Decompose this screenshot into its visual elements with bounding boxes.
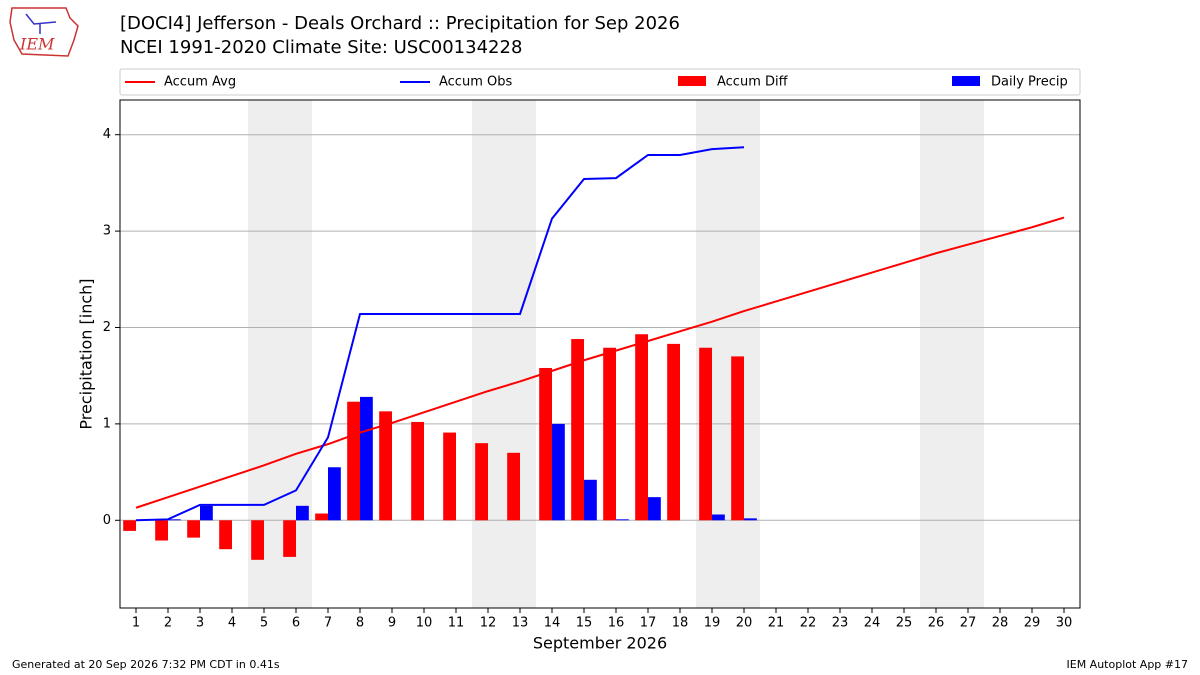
legend-label: Daily Precip <box>991 75 1068 90</box>
x-tick-label: 11 <box>448 616 465 631</box>
footer-right: IEM Autoplot App #17 <box>1067 658 1189 671</box>
x-tick-label: 22 <box>800 616 817 631</box>
logo: IEM <box>9 7 79 57</box>
bar <box>411 421 424 521</box>
x-tick-label: 13 <box>512 616 529 631</box>
weekend-shade <box>920 100 984 608</box>
bar <box>283 520 296 557</box>
bar <box>123 520 136 531</box>
x-tick-label: 14 <box>544 616 561 631</box>
bar <box>360 396 373 521</box>
bar <box>571 339 584 521</box>
legend-label: Accum Obs <box>439 75 512 90</box>
bar <box>315 513 328 521</box>
bar <box>603 347 616 521</box>
x-tick-label: 19 <box>704 616 721 631</box>
x-tick-label: 30 <box>1056 616 1073 631</box>
x-tick-label: 26 <box>928 616 945 631</box>
x-tick-label: 16 <box>608 616 625 631</box>
x-tick-label: 7 <box>324 616 332 631</box>
legend-swatch <box>678 76 706 86</box>
bar <box>699 347 712 521</box>
x-tick-label: 28 <box>992 616 1009 631</box>
bar <box>635 334 648 521</box>
chart-title: [DOCI4] Jefferson - Deals Orchard :: Pre… <box>120 13 680 34</box>
bar <box>584 479 597 521</box>
bar <box>475 443 488 521</box>
bar <box>296 505 309 521</box>
y-tick-label: 2 <box>103 320 111 335</box>
bar <box>443 432 456 521</box>
x-tick-label: 4 <box>228 616 236 631</box>
bar <box>744 518 757 521</box>
bar <box>507 452 520 521</box>
y-axis-label: Precipitation [inch] <box>77 278 96 429</box>
bar <box>219 520 232 550</box>
bar <box>616 519 629 521</box>
x-tick-label: 27 <box>960 616 977 631</box>
weekend-shade <box>472 100 536 608</box>
legend-label: Accum Diff <box>717 75 789 90</box>
x-tick-label: 5 <box>260 616 268 631</box>
bar <box>155 520 168 541</box>
y-tick-label: 3 <box>103 224 111 239</box>
logo-icon <box>25 13 57 34</box>
x-tick-label: 1 <box>132 616 140 631</box>
x-tick-label: 12 <box>480 616 497 631</box>
x-tick-label: 18 <box>672 616 689 631</box>
x-tick-label: 10 <box>416 616 433 631</box>
bar <box>648 497 661 521</box>
y-tick-label: 1 <box>103 416 111 431</box>
bar <box>552 423 565 521</box>
bar <box>200 505 213 521</box>
logo-text: IEM <box>19 35 55 54</box>
bar <box>347 401 360 521</box>
bar <box>187 520 200 538</box>
x-tick-label: 29 <box>1024 616 1041 631</box>
x-tick-label: 9 <box>388 616 396 631</box>
legend-box <box>119 68 1081 96</box>
bar <box>731 356 744 521</box>
chart-subtitle: NCEI 1991-2020 Climate Site: USC00134228 <box>120 37 522 58</box>
bar <box>712 514 725 521</box>
bar <box>667 343 680 521</box>
x-tick-label: 25 <box>896 616 913 631</box>
bar <box>539 367 552 521</box>
x-tick-label: 24 <box>864 616 881 631</box>
x-tick-label: 3 <box>196 616 204 631</box>
bar <box>379 411 392 521</box>
legend-swatch <box>952 76 980 86</box>
y-tick-label: 4 <box>103 127 111 142</box>
legend-label: Accum Avg <box>164 75 236 90</box>
x-tick-label: 8 <box>356 616 364 631</box>
x-tick-label: 17 <box>640 616 657 631</box>
bar <box>328 467 341 521</box>
logo-outline <box>9 7 79 57</box>
footer-left: Generated at 20 Sep 2026 7:32 PM CDT in … <box>12 658 280 671</box>
x-axis-label: September 2026 <box>533 634 667 653</box>
y-tick-label: 0 <box>103 513 111 528</box>
line <box>135 216 1065 509</box>
bar <box>251 520 264 560</box>
x-tick-label: 15 <box>576 616 593 631</box>
x-tick-label: 21 <box>768 616 785 631</box>
x-tick-label: 23 <box>832 616 849 631</box>
line <box>135 146 745 522</box>
x-tick-label: 20 <box>736 616 753 631</box>
plot-frame <box>119 99 1081 609</box>
bar <box>168 519 181 521</box>
x-tick-label: 6 <box>292 616 300 631</box>
x-tick-label: 2 <box>164 616 172 631</box>
